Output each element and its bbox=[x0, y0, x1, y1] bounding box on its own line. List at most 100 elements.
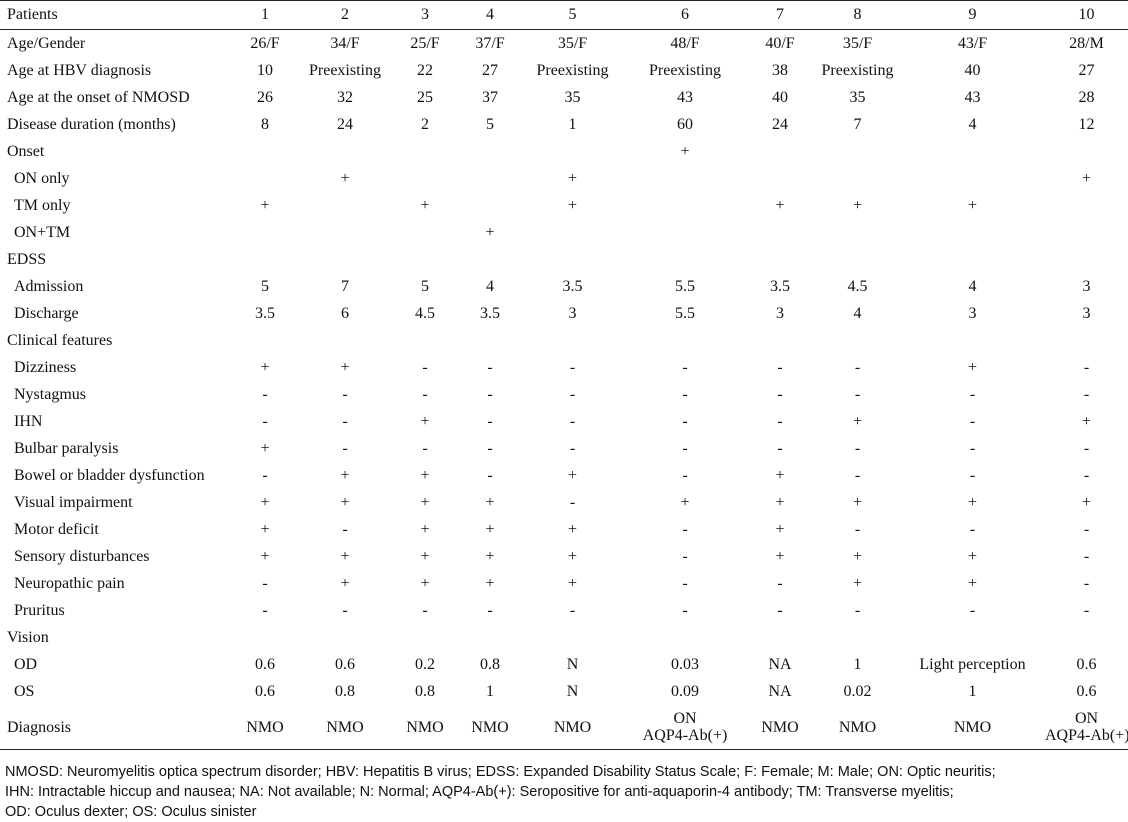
table-cell bbox=[460, 192, 520, 219]
table-cell bbox=[625, 192, 745, 219]
table-row: Sensory disturbances + + + + + - + + + - bbox=[0, 543, 1128, 570]
table-cell: 0.6 bbox=[1076, 682, 1097, 700]
table-cell: 28/M bbox=[1069, 34, 1104, 52]
table-cell: - bbox=[777, 601, 783, 619]
table-cell: + bbox=[260, 493, 270, 511]
table-cell: - bbox=[854, 385, 861, 403]
table-cell bbox=[300, 327, 390, 354]
patient-characteristics-table: Patients 1 2 3 4 5 6 7 8 9 10 Age/Gender 26/F 34/F 2… bbox=[0, 0, 1128, 750]
table-cell: + bbox=[775, 520, 785, 538]
table-cell: 3.5 bbox=[770, 277, 790, 295]
row-label: Onset bbox=[7, 142, 45, 160]
table-cell bbox=[460, 138, 520, 165]
table-cell: - bbox=[854, 520, 861, 538]
table-cell: 0.8 bbox=[415, 682, 435, 700]
table-cell: - bbox=[1083, 439, 1090, 457]
row-sublabel: Nystagmus bbox=[14, 385, 86, 403]
patient-column-header: 5 bbox=[568, 6, 577, 23]
diagnosis-line: NMO bbox=[406, 718, 444, 736]
table-cell: - bbox=[682, 547, 688, 565]
table-row: Onset + bbox=[0, 138, 1128, 165]
table-cell: - bbox=[682, 520, 688, 538]
table-cell: - bbox=[342, 385, 348, 403]
table-cell bbox=[900, 327, 1045, 354]
table-cell: - bbox=[1083, 466, 1090, 484]
table-cell bbox=[1045, 192, 1128, 219]
table-cell: N bbox=[566, 682, 579, 700]
row-sublabel: TM only bbox=[14, 196, 71, 214]
table-cell bbox=[390, 165, 460, 192]
table-cell: 7 bbox=[853, 115, 862, 133]
row-sublabel: Dizziness bbox=[14, 358, 77, 376]
table-cell: 4 bbox=[853, 304, 862, 322]
table-cell: + bbox=[420, 412, 430, 430]
patient-column-header: 10 bbox=[1078, 6, 1095, 23]
table-cell: NA bbox=[768, 655, 792, 673]
diagnosis-line: AQP4-Ab(+) bbox=[642, 727, 728, 744]
table-cell: - bbox=[487, 601, 493, 619]
table-cell: Preexisting bbox=[821, 61, 894, 79]
table-cell: - bbox=[1083, 601, 1090, 619]
table-cell bbox=[900, 138, 1045, 165]
row-sublabel: Pruritus bbox=[14, 601, 65, 619]
table-cell: - bbox=[262, 466, 268, 484]
table-cell: - bbox=[342, 439, 348, 457]
diagnosis-cell: NMO bbox=[230, 705, 300, 750]
footnote-line: NMOSD: Neuromyelitis optica spectrum dis… bbox=[5, 764, 996, 780]
table-cell: 27 bbox=[482, 61, 498, 79]
table-cell: + bbox=[775, 493, 785, 511]
table-cell: + bbox=[420, 574, 430, 592]
table-cell: 37 bbox=[482, 88, 498, 106]
table-cell bbox=[520, 327, 625, 354]
table-cell bbox=[520, 219, 625, 246]
table-cell: + bbox=[680, 142, 690, 160]
table-cell: + bbox=[775, 547, 785, 565]
table-cell: - bbox=[1083, 358, 1090, 376]
table-row: Clinical features bbox=[0, 327, 1128, 354]
table-cell: + bbox=[680, 493, 690, 511]
table-cell: + bbox=[775, 196, 785, 214]
table-cell: + bbox=[852, 196, 863, 214]
table-row: Bulbar paralysis + - - - - - - - - - bbox=[0, 435, 1128, 462]
table-row: ON+TM + bbox=[0, 219, 1128, 246]
table-cell bbox=[815, 246, 900, 273]
table-cell: 26 bbox=[257, 88, 273, 106]
table-cell: - bbox=[569, 493, 576, 511]
header-label: Patients bbox=[7, 6, 58, 23]
table-cell: - bbox=[262, 385, 268, 403]
table-cell: - bbox=[682, 466, 688, 484]
table-cell: 1 bbox=[568, 115, 577, 133]
table-cell: - bbox=[969, 520, 976, 538]
table-cell: Preexisting bbox=[536, 61, 609, 79]
table-cell: 1 bbox=[486, 682, 494, 700]
table-cell: 5.5 bbox=[675, 277, 695, 295]
table-cell bbox=[230, 246, 300, 273]
diagnosis-cell: NMO bbox=[460, 705, 520, 750]
table-cell: 0.6 bbox=[255, 655, 275, 673]
table-cell: 5 bbox=[261, 277, 269, 295]
table-cell: 3 bbox=[776, 304, 784, 322]
table-cell: - bbox=[969, 412, 976, 430]
table-cell: - bbox=[682, 601, 688, 619]
table-cell: - bbox=[262, 601, 268, 619]
diagnosis-cell: NMO bbox=[300, 705, 390, 750]
table-cell: 3.5 bbox=[562, 277, 583, 295]
table-cell: + bbox=[852, 412, 863, 430]
table-cell: - bbox=[569, 385, 576, 403]
table-cell bbox=[300, 192, 390, 219]
table-cell: - bbox=[422, 601, 428, 619]
table-cell: 35 bbox=[564, 88, 581, 106]
diagnosis-line: AQP4-Ab(+) bbox=[1045, 727, 1128, 744]
table-cell: 3.5 bbox=[255, 304, 275, 322]
diagnosis-line: NMO bbox=[838, 718, 877, 736]
row-sublabel: ON only bbox=[14, 169, 70, 187]
table-cell: + bbox=[852, 547, 863, 565]
table-cell: 3 bbox=[968, 304, 977, 322]
table-cell: 38 bbox=[772, 61, 788, 79]
row-sublabel: Neuropathic pain bbox=[14, 574, 125, 592]
table-cell: + bbox=[967, 358, 978, 376]
table-cell: + bbox=[967, 574, 978, 592]
row-sublabel: Admission bbox=[14, 277, 84, 295]
table-cell: 5.5 bbox=[675, 304, 695, 322]
table-cell bbox=[900, 246, 1045, 273]
